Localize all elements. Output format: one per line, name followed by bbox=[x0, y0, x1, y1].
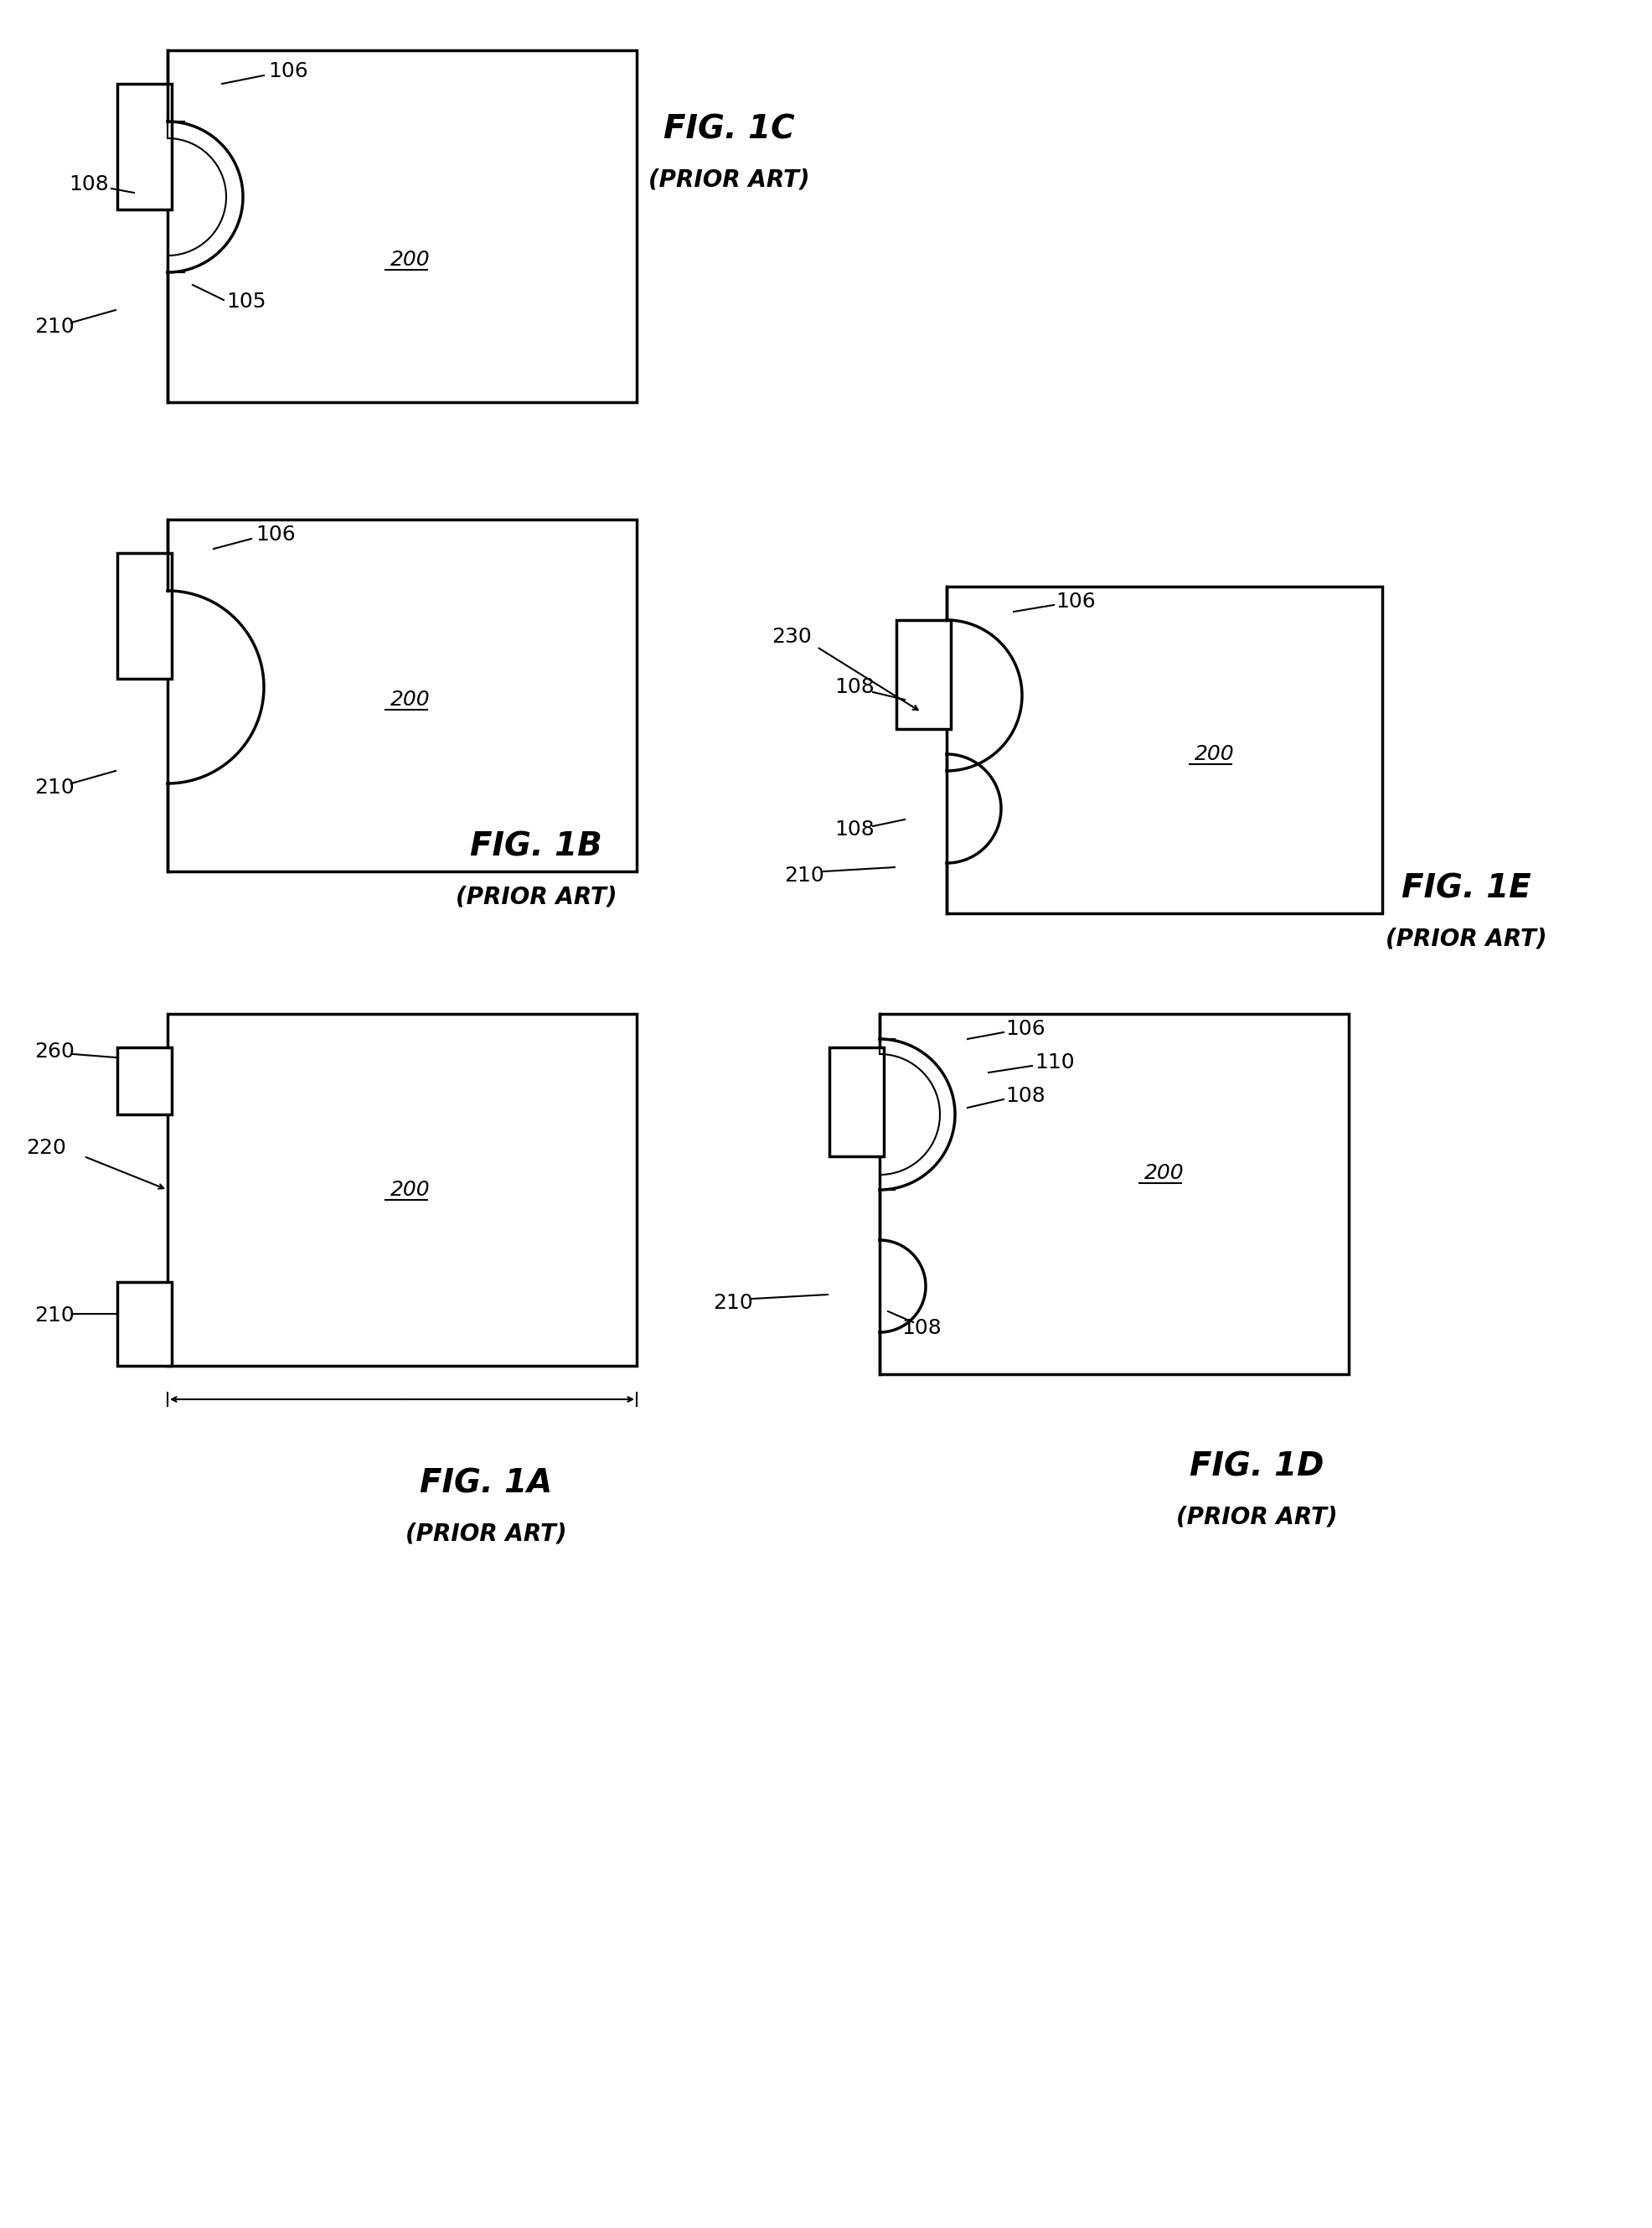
Bar bbox=[117, 1281, 172, 1366]
Text: 106: 106 bbox=[1056, 593, 1095, 613]
Bar bbox=[167, 519, 636, 871]
Text: 200: 200 bbox=[1145, 1163, 1184, 1183]
Text: (PRIOR ART): (PRIOR ART) bbox=[456, 885, 616, 909]
Bar bbox=[947, 586, 1383, 913]
Text: 110: 110 bbox=[1034, 1052, 1074, 1072]
Text: 210: 210 bbox=[35, 1306, 74, 1326]
Text: 106: 106 bbox=[268, 60, 307, 80]
Bar bbox=[167, 51, 636, 403]
Text: 210: 210 bbox=[714, 1292, 753, 1312]
Text: 105: 105 bbox=[226, 292, 266, 312]
Text: 210: 210 bbox=[35, 316, 74, 336]
Text: 108: 108 bbox=[834, 677, 874, 697]
Bar bbox=[117, 553, 172, 680]
Bar bbox=[829, 1047, 884, 1156]
Text: FIG. 1C: FIG. 1C bbox=[662, 114, 795, 145]
Text: 200: 200 bbox=[390, 691, 431, 711]
Text: (PRIOR ART): (PRIOR ART) bbox=[405, 1522, 567, 1544]
Text: FIG. 1B: FIG. 1B bbox=[471, 831, 603, 862]
Bar bbox=[897, 619, 952, 729]
Text: 108: 108 bbox=[834, 820, 874, 840]
Text: 108: 108 bbox=[1006, 1085, 1046, 1105]
Text: 200: 200 bbox=[390, 250, 431, 270]
Bar bbox=[117, 85, 172, 209]
Text: 200: 200 bbox=[390, 1181, 431, 1201]
Text: FIG. 1E: FIG. 1E bbox=[1401, 873, 1531, 905]
Text: 108: 108 bbox=[69, 174, 109, 194]
Text: (PRIOR ART): (PRIOR ART) bbox=[1176, 1504, 1336, 1528]
Text: (PRIOR ART): (PRIOR ART) bbox=[648, 169, 809, 192]
Text: 106: 106 bbox=[1006, 1018, 1046, 1038]
Text: (PRIOR ART): (PRIOR ART) bbox=[1386, 927, 1546, 949]
Text: 210: 210 bbox=[35, 778, 74, 798]
Text: 260: 260 bbox=[35, 1040, 74, 1061]
Text: 210: 210 bbox=[785, 864, 824, 887]
Text: 108: 108 bbox=[902, 1319, 942, 1339]
Text: FIG. 1D: FIG. 1D bbox=[1189, 1450, 1323, 1482]
Text: FIG. 1A: FIG. 1A bbox=[420, 1468, 552, 1499]
Text: 200: 200 bbox=[1194, 744, 1234, 764]
Text: 230: 230 bbox=[771, 626, 811, 646]
Text: 106: 106 bbox=[256, 524, 296, 544]
Bar bbox=[879, 1014, 1348, 1375]
Text: 220: 220 bbox=[26, 1139, 66, 1159]
Bar bbox=[117, 1047, 172, 1114]
Bar bbox=[167, 1014, 636, 1366]
